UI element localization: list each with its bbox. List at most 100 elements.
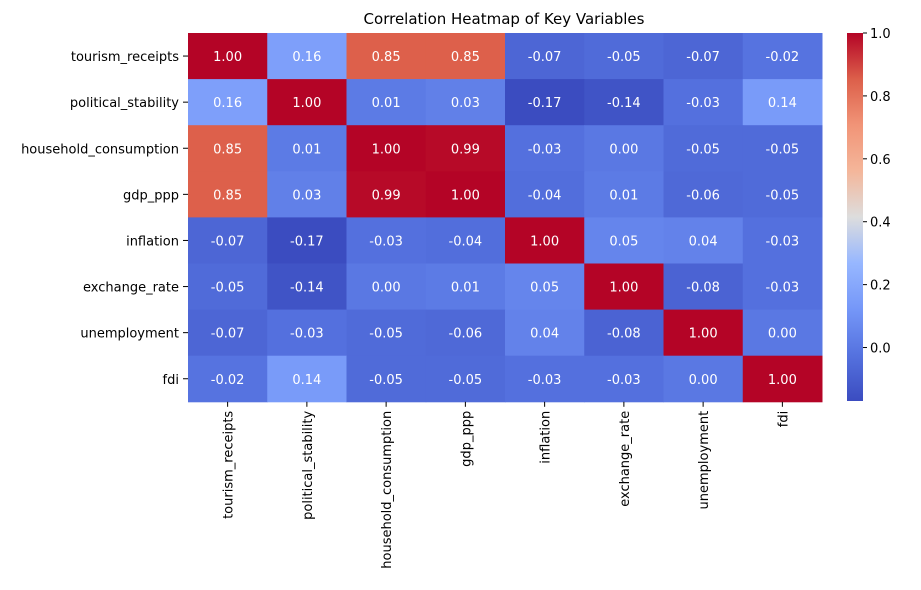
y-tick-label: unemployment bbox=[80, 327, 179, 342]
heatmap-cell bbox=[663, 217, 744, 264]
heatmap-cell bbox=[346, 309, 427, 357]
cell-value-label: 0.99 bbox=[372, 188, 401, 203]
heatmap-cell bbox=[584, 125, 664, 172]
cell-value-label: -0.04 bbox=[449, 234, 483, 249]
cell-value-label: 0.00 bbox=[609, 142, 638, 157]
cell-value-label: 1.00 bbox=[372, 142, 401, 157]
heatmap-cell bbox=[584, 309, 664, 357]
heatmap-cell bbox=[663, 79, 744, 126]
x-tick-label: exchange_rate bbox=[618, 411, 633, 507]
colorbar: 0.0 0.2 0.4 0.6 0.8 1.0 bbox=[847, 27, 891, 401]
cell-value-label: -0.17 bbox=[528, 96, 562, 111]
cell-value-label: 1.00 bbox=[609, 281, 638, 296]
y-tick-label: exchange_rate bbox=[83, 281, 179, 296]
heatmap-cell bbox=[188, 33, 268, 80]
cell-value-label: 0.99 bbox=[451, 142, 480, 157]
x-tick-label: gdp_ppp bbox=[459, 411, 474, 467]
cell-value-label: 0.85 bbox=[451, 50, 480, 65]
heatmap-cell bbox=[267, 125, 347, 172]
cell-value-label: -0.05 bbox=[766, 188, 800, 203]
cell-value-label: -0.08 bbox=[686, 281, 720, 296]
heatmap-cell bbox=[742, 355, 823, 403]
chart-title: Correlation Heatmap of Key Variables bbox=[364, 10, 645, 28]
cell-value-label: 0.01 bbox=[609, 188, 638, 203]
x-tick-label: unemployment bbox=[697, 411, 712, 510]
heatmap-cell bbox=[663, 125, 744, 172]
cell-value-label: -0.03 bbox=[290, 327, 324, 342]
colorbar-tick-label: 0.0 bbox=[870, 342, 891, 357]
heatmap-cell bbox=[346, 79, 427, 126]
heatmap-cell bbox=[505, 263, 585, 311]
heatmap-cell bbox=[188, 263, 268, 311]
heatmap-cell bbox=[425, 309, 506, 357]
heatmap-cell bbox=[742, 125, 823, 172]
cell-value-label: 0.00 bbox=[768, 327, 797, 342]
cell-value-label: -0.07 bbox=[211, 327, 245, 342]
heatmap-cell bbox=[584, 79, 664, 126]
x-tick-label: tourism_receipts bbox=[222, 411, 237, 519]
cell-value-label: 0.00 bbox=[689, 373, 718, 388]
heatmap-cell bbox=[742, 79, 823, 126]
colorbar-tick-label: 0.4 bbox=[870, 216, 891, 231]
x-tick-label: inflation bbox=[539, 411, 554, 464]
x-tick-label: household_consumption bbox=[380, 411, 395, 569]
cell-value-label: 0.14 bbox=[292, 373, 321, 388]
heatmap-cell bbox=[742, 263, 823, 311]
colorbar-tick-label: 0.6 bbox=[870, 153, 891, 168]
heatmap-cell bbox=[267, 171, 347, 218]
heatmap-cell bbox=[584, 217, 664, 264]
y-tick-label: political_stability bbox=[70, 96, 179, 111]
heatmap-cell bbox=[188, 355, 268, 403]
cell-value-label: -0.08 bbox=[607, 327, 641, 342]
heatmap-cell bbox=[425, 263, 506, 311]
heatmap-cell bbox=[742, 33, 823, 80]
heatmap-cell bbox=[346, 125, 427, 172]
cell-value-label: -0.05 bbox=[686, 142, 720, 157]
heatmap-cell bbox=[425, 355, 506, 403]
cell-value-label: -0.14 bbox=[290, 281, 324, 296]
cell-value-label: 0.00 bbox=[372, 281, 401, 296]
x-tick-labels: tourism_receipts political_stability house… bbox=[222, 401, 791, 569]
cell-value-label: -0.17 bbox=[290, 234, 324, 249]
heatmap-cell bbox=[663, 309, 744, 357]
cell-value-label: 0.16 bbox=[292, 50, 321, 65]
heatmap-cell bbox=[267, 79, 347, 126]
y-tick-label: household_consumption bbox=[21, 142, 179, 157]
heatmap-cell bbox=[267, 355, 347, 403]
heatmap-cell bbox=[663, 171, 744, 218]
cell-value-label: 0.16 bbox=[213, 96, 242, 111]
cell-value-label: 1.00 bbox=[530, 234, 559, 249]
cell-value-label: -0.14 bbox=[607, 96, 641, 111]
cell-value-label: -0.03 bbox=[766, 234, 800, 249]
cell-value-label: 0.03 bbox=[451, 96, 480, 111]
y-tick-labels: tourism_receipts political_stabilityhouse… bbox=[21, 50, 188, 388]
cell-value-label: 0.05 bbox=[609, 234, 638, 249]
cell-value-label: 0.85 bbox=[213, 142, 242, 157]
cell-value-label: -0.05 bbox=[449, 373, 483, 388]
heatmap-cell bbox=[584, 355, 664, 403]
x-tick-label: political_stability bbox=[301, 410, 316, 519]
cell-value-label: 0.85 bbox=[213, 188, 242, 203]
cell-value-label: 1.00 bbox=[451, 188, 480, 203]
cell-value-label: -0.04 bbox=[528, 188, 562, 203]
cell-value-label: -0.05 bbox=[369, 327, 403, 342]
heatmap-cell bbox=[425, 217, 506, 264]
cell-value-label: -0.03 bbox=[766, 281, 800, 296]
heatmap-cell bbox=[346, 355, 427, 403]
heatmap-cell bbox=[267, 263, 347, 311]
cell-value-label: 0.85 bbox=[372, 50, 401, 65]
heatmap-cell bbox=[188, 309, 268, 357]
cell-value-label: -0.05 bbox=[211, 281, 245, 296]
heatmap-cell bbox=[505, 33, 585, 80]
y-tick-label: fdi bbox=[163, 373, 179, 388]
heatmap-cell bbox=[425, 171, 506, 218]
cell-value-label: 0.04 bbox=[689, 234, 718, 249]
cell-value-label: -0.07 bbox=[686, 50, 720, 65]
heatmap-cell bbox=[505, 171, 585, 218]
heatmap-cell bbox=[267, 309, 347, 357]
cell-value-label: -0.03 bbox=[528, 142, 562, 157]
heatmap-cell bbox=[505, 355, 585, 403]
heatmap-cell bbox=[663, 33, 744, 80]
cell-value-label: -0.06 bbox=[449, 327, 483, 342]
heatmap-cell bbox=[346, 263, 427, 311]
